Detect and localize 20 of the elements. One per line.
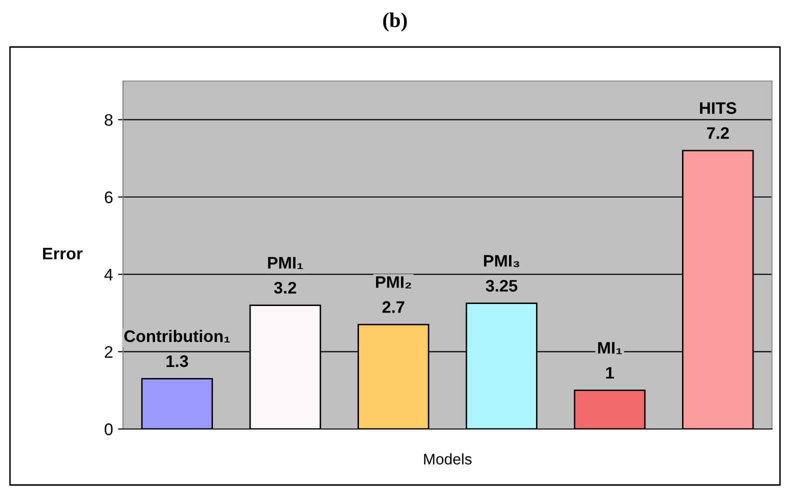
x-tick-label: PMI₁ xyxy=(268,257,303,269)
chart-title: (b) xyxy=(383,12,407,32)
y-tick-label: 6 xyxy=(104,191,113,204)
y-axis-title: Error xyxy=(43,248,82,260)
y-tick-label: 2 xyxy=(104,346,112,358)
y-tick-label: 8 xyxy=(104,114,113,126)
data-label: 1 xyxy=(606,367,614,379)
data-label: 7.2 xyxy=(707,127,729,139)
y-tick-label: 4 xyxy=(104,268,113,280)
data-label: 2.7 xyxy=(382,301,404,313)
y-tick-label: 0 xyxy=(104,423,113,436)
x-tick-label: PMI₃ xyxy=(484,255,520,268)
x-tick-label: HITS xyxy=(700,102,736,114)
x-tick-label: PMI₂ xyxy=(376,276,412,288)
x-tick-label: Contribution₁ xyxy=(124,330,230,342)
data-label: 3.2 xyxy=(274,282,296,294)
data-label: 3.25 xyxy=(486,280,518,292)
x-axis-title: Models xyxy=(424,453,472,465)
x-tick-label: MI₁ xyxy=(598,342,622,354)
data-label: 1.3 xyxy=(166,355,188,368)
